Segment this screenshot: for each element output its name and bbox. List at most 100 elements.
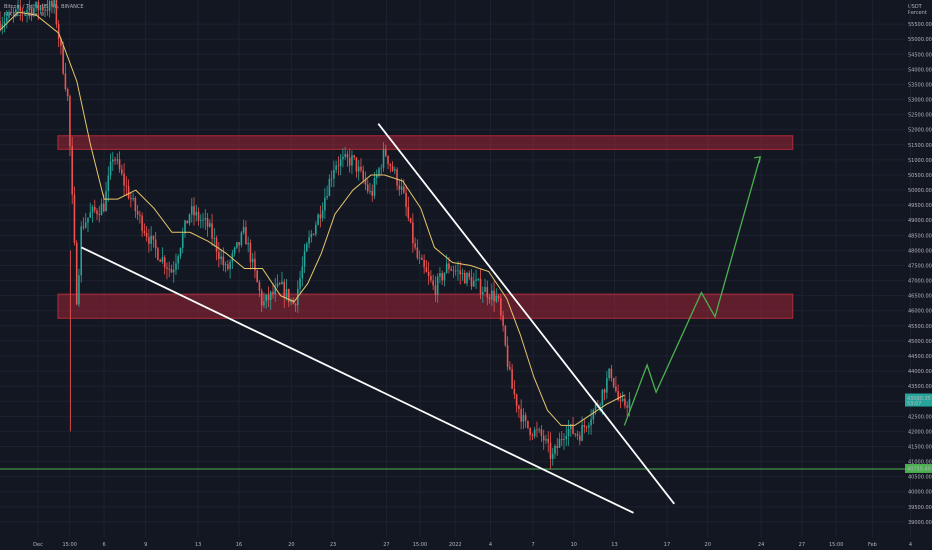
- candle-body[interactable]: [186, 220, 189, 224]
- candle-body[interactable]: [78, 275, 80, 305]
- candle-body[interactable]: [491, 290, 493, 300]
- candle-body[interactable]: [121, 169, 123, 174]
- candle-body[interactable]: [389, 164, 392, 166]
- candle-body[interactable]: [276, 283, 279, 287]
- candle-body[interactable]: [416, 247, 419, 258]
- candle-body[interactable]: [242, 227, 245, 233]
- candle-body[interactable]: [8, 12, 10, 18]
- candle-body[interactable]: [3, 21, 6, 25]
- candle-body[interactable]: [19, 6, 22, 11]
- candle-body[interactable]: [346, 154, 349, 158]
- candle-body[interactable]: [80, 226, 83, 276]
- candle-body[interactable]: [333, 169, 335, 179]
- candle-body[interactable]: [125, 185, 128, 187]
- candle-body[interactable]: [353, 155, 355, 158]
- candle-body[interactable]: [134, 197, 137, 212]
- axis-mode[interactable]: Percent: [908, 10, 927, 16]
- candle-body[interactable]: [306, 243, 308, 252]
- candle-body[interactable]: [175, 263, 177, 270]
- candle-body[interactable]: [495, 295, 498, 302]
- candle-body[interactable]: [513, 388, 516, 395]
- candle-body[interactable]: [617, 391, 619, 400]
- candle-body[interactable]: [475, 279, 477, 281]
- candle-body[interactable]: [215, 238, 218, 252]
- candle-body[interactable]: [441, 273, 443, 281]
- candle-body[interactable]: [220, 256, 222, 259]
- candle-body[interactable]: [150, 235, 152, 244]
- candle-body[interactable]: [5, 17, 8, 22]
- candle-body[interactable]: [563, 439, 565, 441]
- candle-body[interactable]: [236, 242, 238, 248]
- candle-body[interactable]: [396, 169, 398, 186]
- candle-body[interactable]: [576, 434, 579, 436]
- candle-body[interactable]: [46, 9, 49, 11]
- candle-body[interactable]: [409, 218, 412, 223]
- candle-body[interactable]: [218, 251, 220, 259]
- candle-body[interactable]: [423, 259, 425, 268]
- candle-body[interactable]: [127, 186, 130, 199]
- candle-body[interactable]: [51, 1, 53, 7]
- candle-body[interactable]: [269, 291, 272, 301]
- candle-body[interactable]: [190, 206, 193, 215]
- candle-body[interactable]: [21, 10, 24, 14]
- candle-body[interactable]: [274, 286, 277, 295]
- candle-body[interactable]: [430, 275, 432, 281]
- candle-body[interactable]: [459, 270, 462, 275]
- candle-body[interactable]: [267, 294, 270, 301]
- candle-body[interactable]: [357, 166, 360, 172]
- candle-body[interactable]: [100, 203, 103, 216]
- candle-body[interactable]: [0, 21, 1, 29]
- candle-body[interactable]: [403, 186, 405, 193]
- candle-body[interactable]: [545, 439, 547, 441]
- candle-body[interactable]: [64, 73, 67, 90]
- candle-body[interactable]: [592, 409, 595, 420]
- candle-body[interactable]: [229, 261, 231, 270]
- candle-body[interactable]: [529, 427, 531, 436]
- candle-body[interactable]: [227, 264, 229, 270]
- candle-body[interactable]: [317, 214, 319, 225]
- candle-body[interactable]: [590, 419, 592, 426]
- candle-body[interactable]: [254, 258, 256, 271]
- candle-body[interactable]: [434, 285, 437, 296]
- projection-path[interactable]: [623, 156, 761, 426]
- candle-body[interactable]: [321, 210, 324, 219]
- candle-body[interactable]: [569, 424, 572, 429]
- candle-body[interactable]: [82, 226, 85, 228]
- candle-body[interactable]: [502, 315, 504, 326]
- candle-body[interactable]: [615, 386, 617, 392]
- candle-body[interactable]: [166, 267, 168, 269]
- candle-body[interactable]: [391, 165, 394, 171]
- candle-body[interactable]: [112, 159, 114, 162]
- candle-body[interactable]: [412, 222, 414, 244]
- candle-body[interactable]: [172, 269, 175, 273]
- candle-body[interactable]: [73, 194, 76, 243]
- candle-body[interactable]: [209, 223, 211, 227]
- candle-body[interactable]: [109, 161, 112, 176]
- candle-body[interactable]: [366, 184, 369, 192]
- candle-body[interactable]: [260, 290, 263, 306]
- candle-body[interactable]: [400, 186, 403, 190]
- candle-body[interactable]: [518, 405, 520, 409]
- candle-body[interactable]: [610, 368, 613, 379]
- candle-body[interactable]: [378, 168, 380, 176]
- candle-body[interactable]: [202, 219, 204, 221]
- candle-body[interactable]: [579, 435, 581, 441]
- candle-body[interactable]: [265, 294, 268, 302]
- candle-body[interactable]: [91, 206, 94, 213]
- candle-body[interactable]: [348, 157, 351, 166]
- candle-body[interactable]: [141, 215, 143, 232]
- candle-body[interactable]: [351, 155, 353, 166]
- candle-body[interactable]: [506, 345, 509, 367]
- candle-body[interactable]: [520, 408, 522, 422]
- candle-body[interactable]: [324, 197, 326, 211]
- candle-body[interactable]: [272, 291, 274, 295]
- candle-body[interactable]: [445, 263, 448, 273]
- candle-body[interactable]: [278, 283, 281, 285]
- candle-body[interactable]: [105, 191, 107, 212]
- candle-body[interactable]: [443, 272, 446, 281]
- candle-body[interactable]: [612, 378, 615, 387]
- candle-body[interactable]: [256, 270, 258, 283]
- candle-body[interactable]: [251, 258, 254, 263]
- candle-body[interactable]: [373, 177, 376, 196]
- candle-body[interactable]: [211, 223, 213, 239]
